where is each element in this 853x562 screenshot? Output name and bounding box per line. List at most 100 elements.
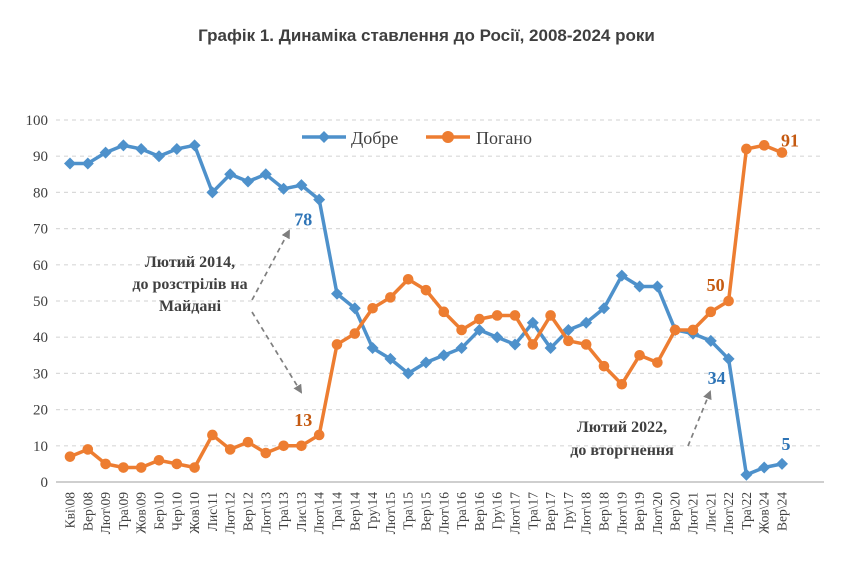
data-point-marker-pogano xyxy=(100,458,111,470)
x-axis-tick-label: Лют\21 xyxy=(686,492,701,534)
point-value-label: 78 xyxy=(294,210,312,230)
data-point-marker-pogano xyxy=(349,328,361,339)
data-point-marker-pogano xyxy=(580,339,592,350)
data-point-marker-dobre xyxy=(544,342,557,355)
data-point-marker-dobre xyxy=(437,349,450,362)
data-point-marker-pogano xyxy=(367,302,378,314)
x-axis-tick-label: Лис\21 xyxy=(703,492,718,532)
data-point-marker-dobre xyxy=(633,280,646,293)
data-point-marker-dobre xyxy=(402,367,415,380)
data-point-marker-dobre xyxy=(259,168,272,181)
x-axis-tick-label: Вер\14 xyxy=(347,492,362,531)
data-point-marker-pogano xyxy=(64,451,76,462)
x-axis-tick-label: Бер\10 xyxy=(152,492,167,530)
data-point-marker-pogano xyxy=(456,324,467,336)
callout-text: Лютий 2014, xyxy=(145,254,235,271)
x-axis-tick-label: Лют\15 xyxy=(383,492,398,534)
data-point-marker-dobre xyxy=(206,186,219,199)
data-point-marker-dobre xyxy=(740,468,753,481)
chart-title: Графік 1. Динаміка ставлення до Росії, 2… xyxy=(198,26,655,45)
x-axis-tick-label: Лис\13 xyxy=(294,492,309,532)
x-axis-tick-label: Лис\11 xyxy=(205,492,220,531)
data-point-marker-pogano xyxy=(189,462,200,473)
data-point-marker-pogano xyxy=(634,350,645,361)
x-axis-tick-label: Тра\09 xyxy=(116,492,131,530)
legend-label-pogano: Погано xyxy=(476,128,532,148)
data-point-marker-dobre xyxy=(295,179,308,192)
legend-diamond-icon xyxy=(318,131,330,143)
x-axis-tick-label: Лют\19 xyxy=(614,492,629,534)
data-point-marker-pogano xyxy=(224,444,236,455)
data-point-marker-pogano xyxy=(278,440,289,452)
point-value-label: 34 xyxy=(708,368,726,388)
point-value-label: 13 xyxy=(294,410,312,430)
data-point-marker-dobre xyxy=(81,157,94,170)
data-point-marker-pogano xyxy=(438,306,450,318)
data-point-marker-pogano xyxy=(135,462,147,473)
data-point-marker-pogano xyxy=(705,306,717,318)
data-point-marker-pogano xyxy=(491,310,503,321)
data-point-marker-dobre xyxy=(99,146,112,159)
data-point-marker-pogano xyxy=(402,273,414,285)
data-point-marker-pogano xyxy=(723,295,734,307)
x-axis-tick-label: Лют\22 xyxy=(721,492,736,534)
data-point-marker-pogano xyxy=(527,339,539,350)
data-point-marker-pogano xyxy=(474,313,485,325)
data-point-marker-dobre xyxy=(64,157,76,170)
x-axis-tick-label: Вер\18 xyxy=(597,492,612,531)
x-axis-tick-label: Лют\17 xyxy=(508,492,523,534)
data-point-marker-dobre xyxy=(491,331,504,344)
x-axis-tick-label: Жов\10 xyxy=(187,492,202,534)
x-axis-tick-label: Чер\10 xyxy=(169,492,184,531)
data-point-marker-dobre xyxy=(580,316,593,329)
x-axis-tick-label: Вер\19 xyxy=(632,492,647,531)
x-axis-tick-label: Лют\20 xyxy=(650,492,665,534)
data-point-marker-dobre xyxy=(188,139,201,152)
data-point-marker-dobre xyxy=(704,334,717,347)
data-point-marker-dobre xyxy=(153,150,165,163)
x-axis-tick-label: Тра\16 xyxy=(454,492,469,530)
y-axis-tick-label: 20 xyxy=(33,403,48,419)
x-axis-tick-label: Вер\20 xyxy=(668,492,683,531)
callout-text: Майдані xyxy=(159,298,222,315)
data-point-marker-dobre xyxy=(277,182,290,195)
x-axis-tick-label: Лют\14 xyxy=(312,492,327,534)
data-point-marker-dobre xyxy=(562,323,575,336)
data-point-marker-dobre xyxy=(509,338,521,351)
y-axis-tick-label: 60 xyxy=(33,258,48,274)
x-axis-tick-label: Гру\14 xyxy=(365,492,380,530)
data-point-marker-dobre xyxy=(722,352,735,365)
y-axis-tick-label: 40 xyxy=(33,330,48,346)
data-point-marker-dobre xyxy=(331,287,343,300)
callout-arrow xyxy=(687,390,712,447)
y-axis-tick-label: 10 xyxy=(33,439,48,455)
data-point-marker-dobre xyxy=(776,457,788,470)
x-axis-tick-label: Вер\15 xyxy=(419,492,434,531)
data-point-marker-pogano xyxy=(598,360,610,372)
callout-arrow xyxy=(251,311,303,394)
data-point-marker-dobre xyxy=(526,316,539,329)
y-axis-tick-label: 50 xyxy=(33,294,48,310)
data-point-marker-pogano xyxy=(776,147,788,158)
data-point-marker-dobre xyxy=(313,193,326,206)
x-axis-tick-label: Тра\13 xyxy=(276,492,291,530)
data-point-marker-pogano xyxy=(242,436,254,448)
data-point-marker-pogano xyxy=(669,324,681,336)
x-axis-tick-label: Тра\22 xyxy=(739,492,754,530)
x-axis-tick-label: Вер\24 xyxy=(775,492,790,531)
data-point-marker-dobre xyxy=(758,461,771,474)
data-point-marker-pogano xyxy=(313,429,325,441)
x-axis-tick-label: Жов\24 xyxy=(757,492,772,534)
data-point-marker-pogano xyxy=(296,440,307,452)
x-axis-tick-label: Вер\17 xyxy=(543,492,558,531)
y-axis-tick-label: 90 xyxy=(33,149,48,165)
x-axis-tick-label: Вер\08 xyxy=(80,492,95,531)
x-axis-tick-label: Лют\13 xyxy=(258,492,273,534)
y-axis-tick-label: 80 xyxy=(33,185,48,201)
data-point-marker-pogano xyxy=(758,140,770,151)
point-value-label: 50 xyxy=(707,275,725,295)
data-point-marker-pogano xyxy=(171,458,183,470)
callout-text: до розстрілів на xyxy=(132,276,247,293)
x-axis-tick-label: Лют\18 xyxy=(579,492,594,534)
